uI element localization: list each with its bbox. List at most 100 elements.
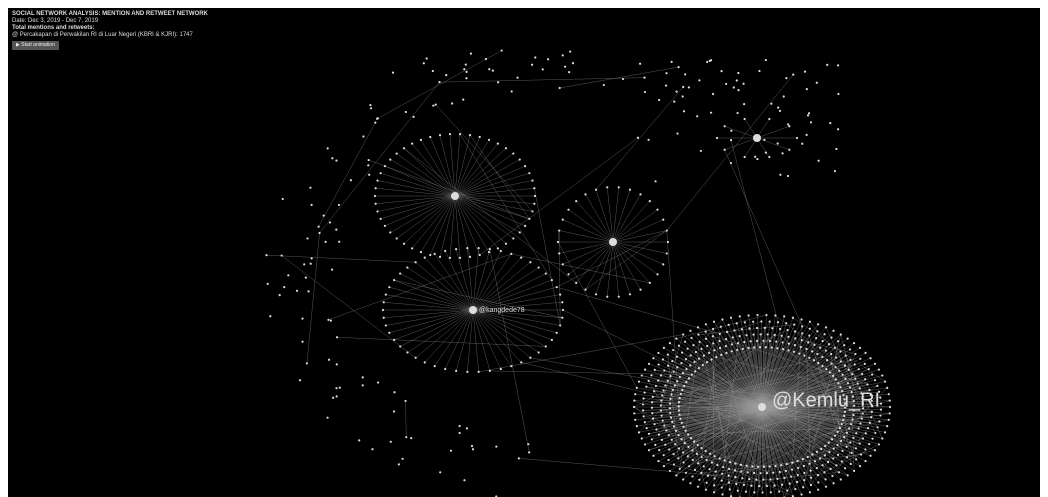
node bbox=[295, 289, 299, 292]
node bbox=[639, 288, 642, 291]
node bbox=[824, 478, 827, 481]
edge bbox=[670, 378, 856, 418]
edge bbox=[714, 350, 763, 408]
edge bbox=[376, 50, 502, 119]
node bbox=[730, 129, 733, 132]
node bbox=[662, 465, 666, 468]
node bbox=[682, 85, 685, 89]
node bbox=[705, 458, 708, 462]
node bbox=[694, 350, 698, 354]
node bbox=[698, 79, 701, 82]
node bbox=[349, 179, 353, 182]
node bbox=[477, 370, 480, 373]
node bbox=[665, 72, 668, 75]
node bbox=[870, 399, 873, 402]
node bbox=[766, 333, 769, 336]
edge bbox=[612, 241, 667, 254]
edge bbox=[761, 406, 803, 460]
edge bbox=[761, 406, 798, 462]
node bbox=[679, 392, 682, 396]
edge bbox=[454, 195, 461, 258]
node bbox=[306, 237, 309, 240]
node bbox=[499, 367, 502, 371]
node bbox=[716, 463, 719, 467]
edge bbox=[666, 74, 794, 231]
node bbox=[374, 187, 377, 190]
node bbox=[376, 117, 379, 120]
edge bbox=[701, 406, 763, 458]
node bbox=[768, 465, 771, 468]
node bbox=[805, 88, 808, 91]
node bbox=[393, 391, 396, 394]
node bbox=[705, 481, 708, 484]
node bbox=[647, 138, 650, 141]
node bbox=[682, 461, 685, 464]
node bbox=[825, 367, 828, 371]
node bbox=[851, 418, 854, 421]
edge bbox=[472, 248, 479, 311]
edge bbox=[454, 195, 526, 227]
node bbox=[444, 249, 447, 253]
node bbox=[668, 341, 672, 345]
node bbox=[808, 491, 812, 494]
edge bbox=[761, 396, 854, 408]
node bbox=[665, 229, 668, 232]
node bbox=[720, 486, 723, 489]
node bbox=[813, 460, 817, 463]
edge bbox=[737, 342, 763, 408]
edge bbox=[472, 309, 561, 326]
edge bbox=[559, 230, 614, 243]
edge bbox=[679, 414, 848, 476]
node bbox=[809, 121, 813, 124]
node bbox=[788, 148, 791, 151]
edge bbox=[708, 343, 714, 353]
node bbox=[691, 475, 694, 478]
node bbox=[861, 412, 864, 415]
edge bbox=[761, 406, 844, 421]
node bbox=[841, 373, 844, 376]
node bbox=[654, 384, 657, 388]
node bbox=[676, 366, 679, 369]
edge bbox=[595, 86, 684, 190]
edge bbox=[377, 195, 456, 212]
node bbox=[778, 109, 782, 112]
edge bbox=[679, 406, 763, 415]
node bbox=[828, 451, 831, 454]
edge bbox=[390, 159, 456, 197]
node bbox=[816, 474, 820, 477]
node bbox=[471, 448, 475, 451]
node bbox=[820, 447, 823, 451]
edge bbox=[459, 134, 553, 281]
edge bbox=[669, 406, 763, 409]
start-animation-button[interactable]: ▶ Start animation bbox=[12, 41, 59, 50]
node bbox=[700, 471, 703, 475]
edge bbox=[454, 136, 480, 197]
node bbox=[555, 331, 558, 334]
node bbox=[677, 405, 680, 408]
node bbox=[821, 339, 824, 343]
edge bbox=[472, 309, 531, 358]
node bbox=[335, 363, 338, 366]
node bbox=[828, 371, 831, 374]
edge bbox=[612, 209, 658, 243]
node bbox=[327, 318, 330, 321]
node bbox=[849, 422, 853, 426]
node bbox=[451, 192, 459, 200]
node bbox=[680, 361, 683, 365]
node bbox=[668, 407, 671, 410]
node bbox=[812, 359, 816, 362]
node bbox=[858, 387, 861, 390]
edge bbox=[725, 345, 763, 408]
node bbox=[799, 345, 802, 349]
edge bbox=[467, 309, 474, 372]
edge bbox=[454, 195, 533, 212]
edge bbox=[824, 444, 880, 473]
node bbox=[756, 313, 759, 317]
edge bbox=[724, 378, 846, 461]
node bbox=[713, 477, 716, 480]
node bbox=[768, 155, 771, 159]
node bbox=[864, 459, 867, 463]
node bbox=[683, 340, 687, 343]
node bbox=[817, 481, 820, 484]
node bbox=[331, 157, 334, 160]
